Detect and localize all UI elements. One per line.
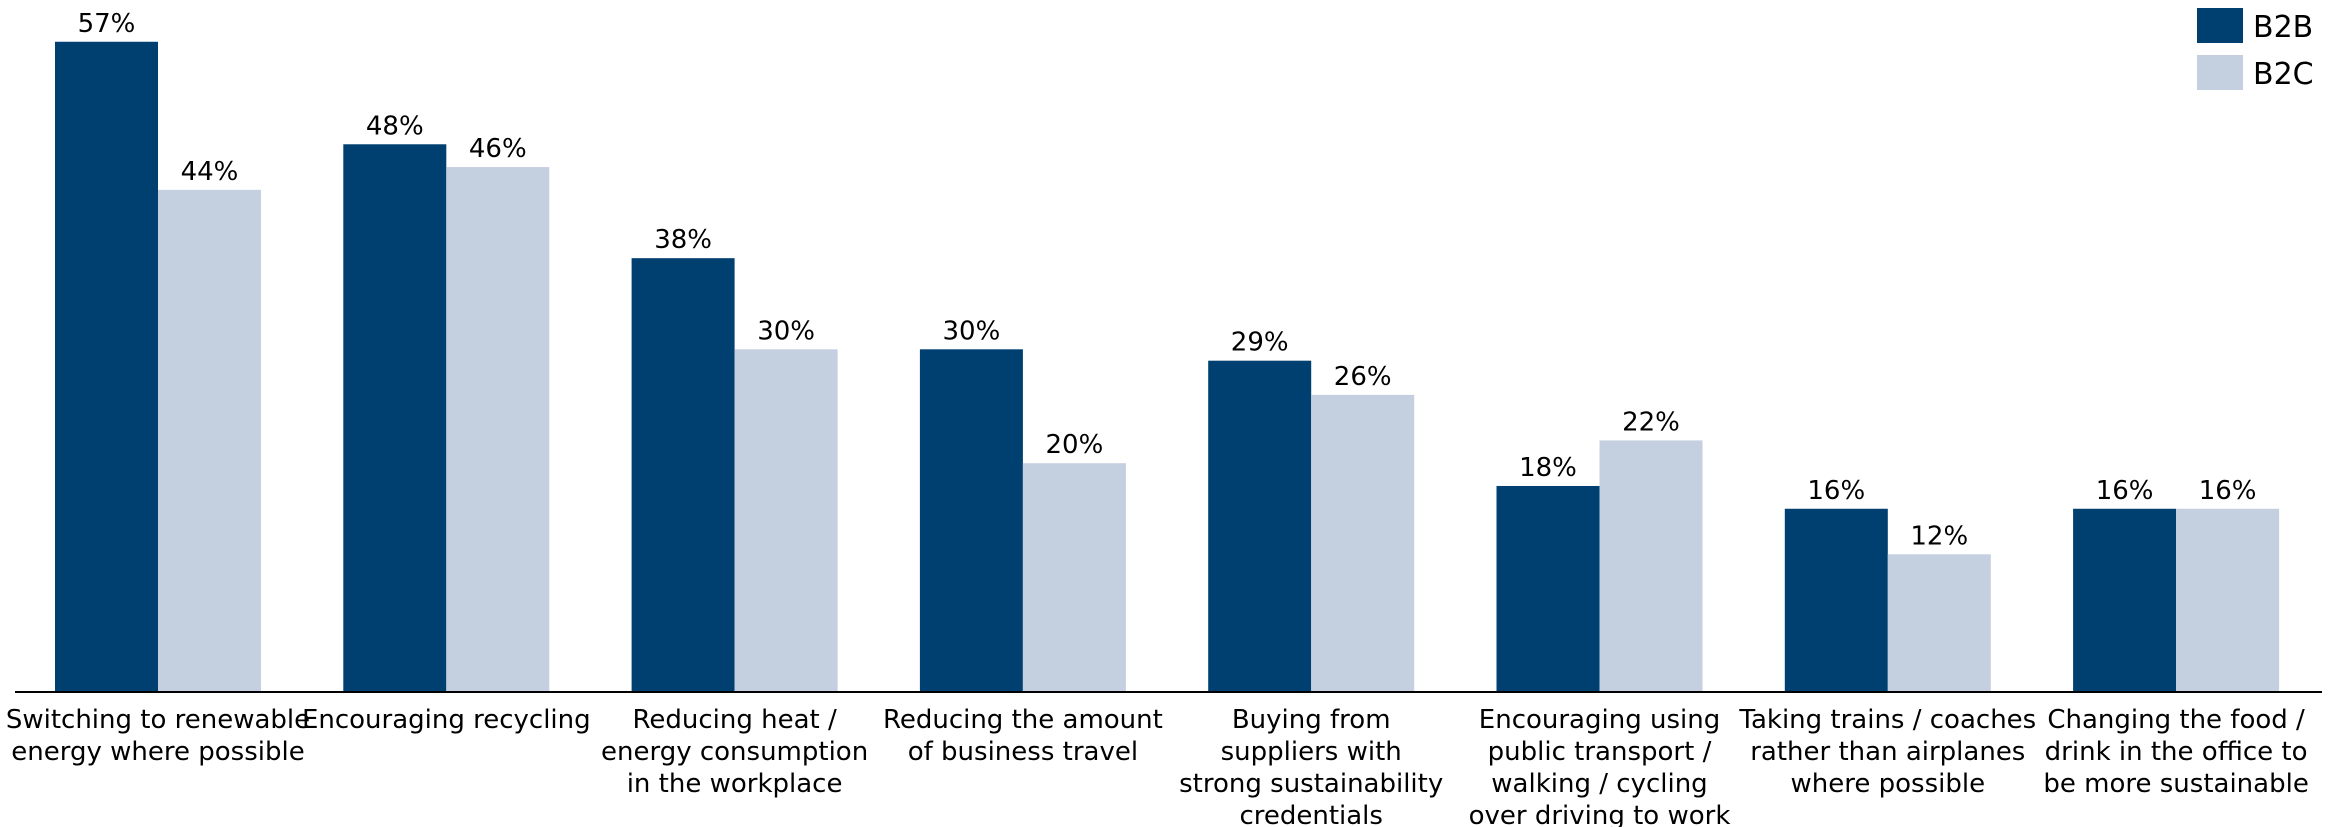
legend-swatch-b2c [2197,55,2243,90]
value-label-b2b-0: 57% [78,9,136,39]
category-label-line: Changing the food / [2047,705,2305,735]
category-label-line: rather than airplanes [1750,737,2025,767]
category-label-line: credentials [1239,801,1383,827]
value-label-b2c-1: 46% [469,134,527,164]
value-label-b2b-6: 16% [1807,476,1865,506]
value-label-b2c-0: 44% [181,157,239,187]
category-label-line: of business travel [908,737,1138,767]
category-label-line: Taking trains / coaches [1738,705,2036,735]
category-label-line: Encouraging using [1479,705,1720,735]
category-label-4: Buying from suppliers with strong sustaina… [1179,705,1443,827]
bar-b2c-3 [1022,463,1126,691]
value-labels-group: 57% 44% 48% 46% 38% 30% 30% 20% 29% 26% 18% 22% 16% 1… [78,9,2257,552]
bar-b2b-4 [1208,360,1312,691]
value-label-b2b-3: 30% [943,316,1001,346]
bar-b2c-2 [734,349,838,691]
legend-label-b2c: B2C [2253,57,2314,92]
bar-b2c-4 [1311,394,1415,691]
value-label-b2c-7: 16% [2199,476,2257,506]
legend-label-b2b: B2B [2253,10,2313,45]
bar-b2b-1 [343,144,447,691]
category-label-line: drink in the office to [2045,737,2308,767]
bar-b2b-6 [1784,508,1888,691]
category-label-line: Switching to renewable [6,705,310,735]
value-label-b2c-4: 26% [1334,362,1392,392]
value-label-b2b-5: 18% [1519,453,1577,483]
category-label-line: energy consumption [601,737,868,767]
bar-b2c-7 [2176,508,2280,691]
category-label-line: be more sustainable [2043,769,2308,799]
category-label-line: Reducing heat / [632,705,837,735]
category-label-7: Changing the food / drink in the office t… [2043,705,2308,799]
category-label-line: strong sustainability [1179,769,1443,799]
category-labels-group: Switching to renewable energy where possi… [6,705,2309,827]
category-label-line: Reducing the amount [883,705,1163,735]
category-label-6: Taking trains / coaches rather than airpl… [1738,705,2036,799]
category-label-3: Reducing the amount of business travel [883,705,1163,767]
category-label-line: in the workplace [627,769,843,799]
bar-b2b-5 [1496,485,1600,691]
category-label-5: Encouraging using public transport / walki… [1469,705,1731,827]
bar-b2b-3 [919,349,1023,691]
category-label-2: Reducing heat / energy consumption in the … [601,705,868,799]
value-label-b2c-6: 12% [1910,521,1968,551]
category-label-line: walking / cycling [1491,769,1707,799]
category-label-line: energy where possible [11,737,304,767]
bars-group [55,41,2280,691]
bar-b2b-0 [55,41,158,691]
value-label-b2b-2: 38% [654,225,712,255]
category-label-line: where possible [1791,769,1986,799]
bar-b2c-5 [1599,440,1703,691]
category-label-line: Buying from [1232,705,1391,735]
value-label-b2b-1: 48% [366,111,424,141]
bar-b2b-7 [2073,508,2177,691]
value-label-b2c-5: 22% [1622,407,1680,437]
value-label-b2c-2: 30% [757,316,815,346]
category-label-0: Switching to renewable energy where possi… [6,705,310,767]
value-label-b2c-3: 20% [1046,430,1104,460]
category-label-line: over driving to work [1469,801,1731,827]
category-label-line: public transport / [1488,737,1712,767]
value-label-b2b-7: 16% [2096,476,2154,506]
bar-b2c-6 [1887,554,1991,691]
bar-b2c-0 [158,189,261,691]
bar-b2b-2 [631,258,735,691]
legend-swatch-b2b [2197,8,2243,43]
value-label-b2b-4: 29% [1231,328,1289,358]
category-label-1: Encouraging recycling [302,705,591,735]
category-label-line: suppliers with [1221,737,1402,767]
category-label-line: Encouraging recycling [302,705,591,735]
bar-b2c-1 [446,167,550,691]
